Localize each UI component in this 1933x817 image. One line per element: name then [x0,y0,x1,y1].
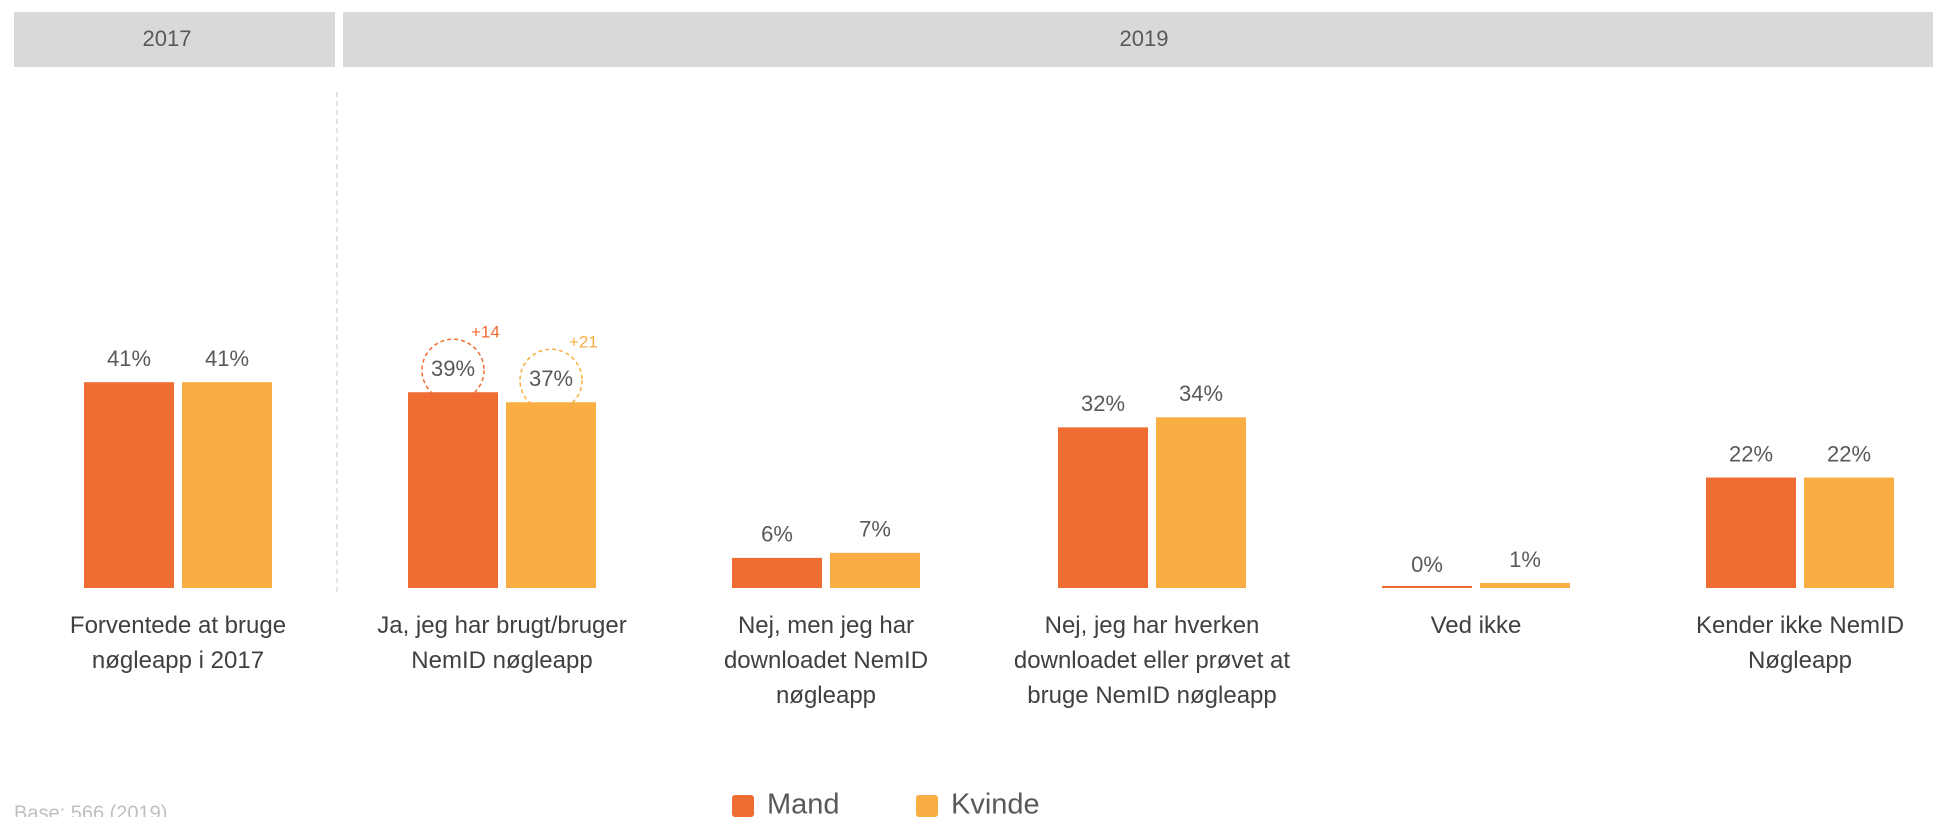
bar [506,402,596,588]
category-label-box: Forventede at bruge nøgleapp i 2017 [69,612,287,674]
legend-swatch [916,795,938,817]
bar [408,392,498,588]
bar [1156,417,1246,588]
value-label: 34% [1179,381,1223,406]
value-label: 1% [1509,547,1541,572]
x-tick-label: Nej, men jeg har downloadet NemID nøglea… [723,612,929,709]
bar [84,382,174,588]
legend-label: Mand [767,789,840,817]
value-label: 7% [859,517,891,542]
value-label: 22% [1827,441,1871,466]
bar [1804,477,1894,588]
x-tick-label: Ved ikke [1430,612,1522,639]
bar [1058,427,1148,588]
legend-label: Kvinde [951,789,1040,817]
bar [1480,582,1570,588]
header-label: 2017 [143,26,192,51]
bar [182,382,272,588]
x-tick-label: Kender ikke NemID Nøgleapp [1695,612,1905,674]
category-label-box: Kender ikke NemID Nøgleapp [1695,612,1905,674]
bar [1382,586,1472,588]
category-label-box: Nej, men jeg har downloadet NemID nøglea… [723,612,929,709]
x-tick-label: Ja, jeg har brugt/bruger NemID nøgleapp [377,612,627,674]
value-label: 41% [107,346,151,371]
bar [830,552,920,588]
x-tick-label: Nej, jeg har hverken downloadet eller pr… [1013,612,1291,709]
category-label-box: Ved ikke [1430,612,1522,639]
value-label: 37% [529,366,573,391]
value-label: 32% [1081,391,1125,416]
header-cell [343,12,1933,67]
category-label-box: Ja, jeg har brugt/bruger NemID nøgleapp [377,612,627,674]
highlight-circle [421,338,485,402]
header-cell [14,12,335,67]
header-label: 2019 [1120,26,1169,51]
value-label: 0% [1411,552,1443,577]
value-label: 6% [761,522,793,547]
annotation: +14 [471,323,500,342]
value-label: 39% [431,356,475,381]
annotation: +21 [569,333,598,352]
value-label: 22% [1729,441,1773,466]
x-tick-label: Forventede at bruge nøgleapp i 2017 [69,612,287,674]
bar [732,557,822,588]
legend-swatch [732,795,754,817]
footnote: Base: 566 (2019) [14,802,167,817]
value-label: 41% [205,346,249,371]
highlight-circle [519,348,583,413]
category-label-box: Nej, jeg har hverken downloadet eller pr… [1013,612,1291,709]
bar [1706,477,1796,588]
